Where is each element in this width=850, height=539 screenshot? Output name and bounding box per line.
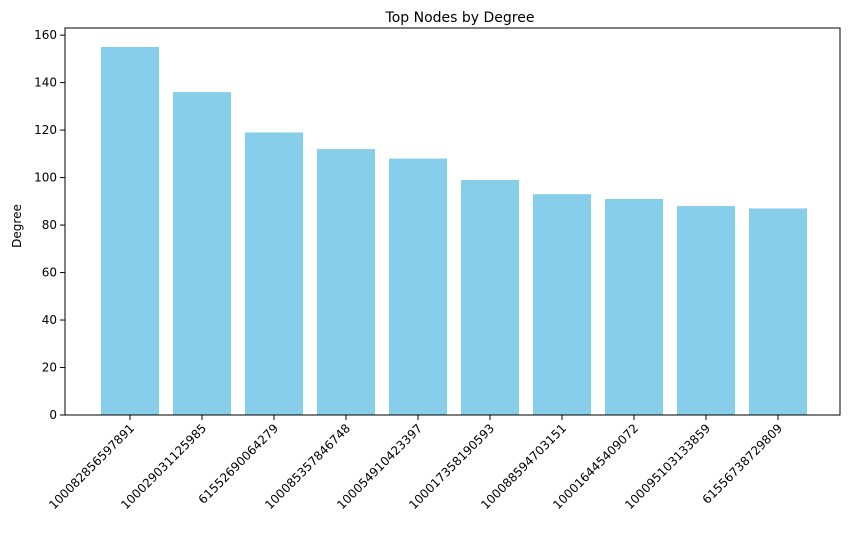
y-axis: 0 20 40 60 80 100 120 140 160 bbox=[34, 28, 65, 422]
y-tick-label-5: 100 bbox=[34, 171, 57, 185]
y-tick-label-8: 160 bbox=[34, 28, 57, 42]
bar-7 bbox=[605, 198, 663, 415]
y-tick-label-2: 40 bbox=[42, 313, 57, 327]
bar-6 bbox=[533, 194, 591, 415]
bars-group bbox=[101, 46, 807, 416]
bar-2 bbox=[245, 132, 303, 416]
y-tick-label-7: 140 bbox=[34, 76, 57, 90]
y-tick-label-4: 80 bbox=[42, 218, 57, 232]
bar-3 bbox=[317, 149, 375, 416]
bar-0 bbox=[101, 46, 159, 415]
x-tick-label-9: 61556738729809 bbox=[700, 421, 785, 506]
plot-frame bbox=[64, 27, 841, 416]
y-axis-label: Degree bbox=[10, 204, 24, 248]
bar-4 bbox=[389, 158, 447, 415]
x-axis: 1000828565978911000290311259856155269006… bbox=[46, 415, 785, 512]
bar-5 bbox=[461, 179, 519, 415]
x-tick-label-2: 61552690064279 bbox=[196, 421, 281, 506]
bar-1 bbox=[173, 92, 231, 415]
y-tick-label-1: 20 bbox=[42, 361, 57, 375]
y-tick-label-3: 60 bbox=[42, 266, 57, 280]
y-tick-label-6: 120 bbox=[34, 123, 57, 137]
bar-9 bbox=[749, 208, 807, 415]
chart-title: Top Nodes by Degree bbox=[385, 10, 535, 26]
y-tick-label-0: 0 bbox=[49, 408, 57, 422]
bar-8 bbox=[677, 206, 735, 415]
